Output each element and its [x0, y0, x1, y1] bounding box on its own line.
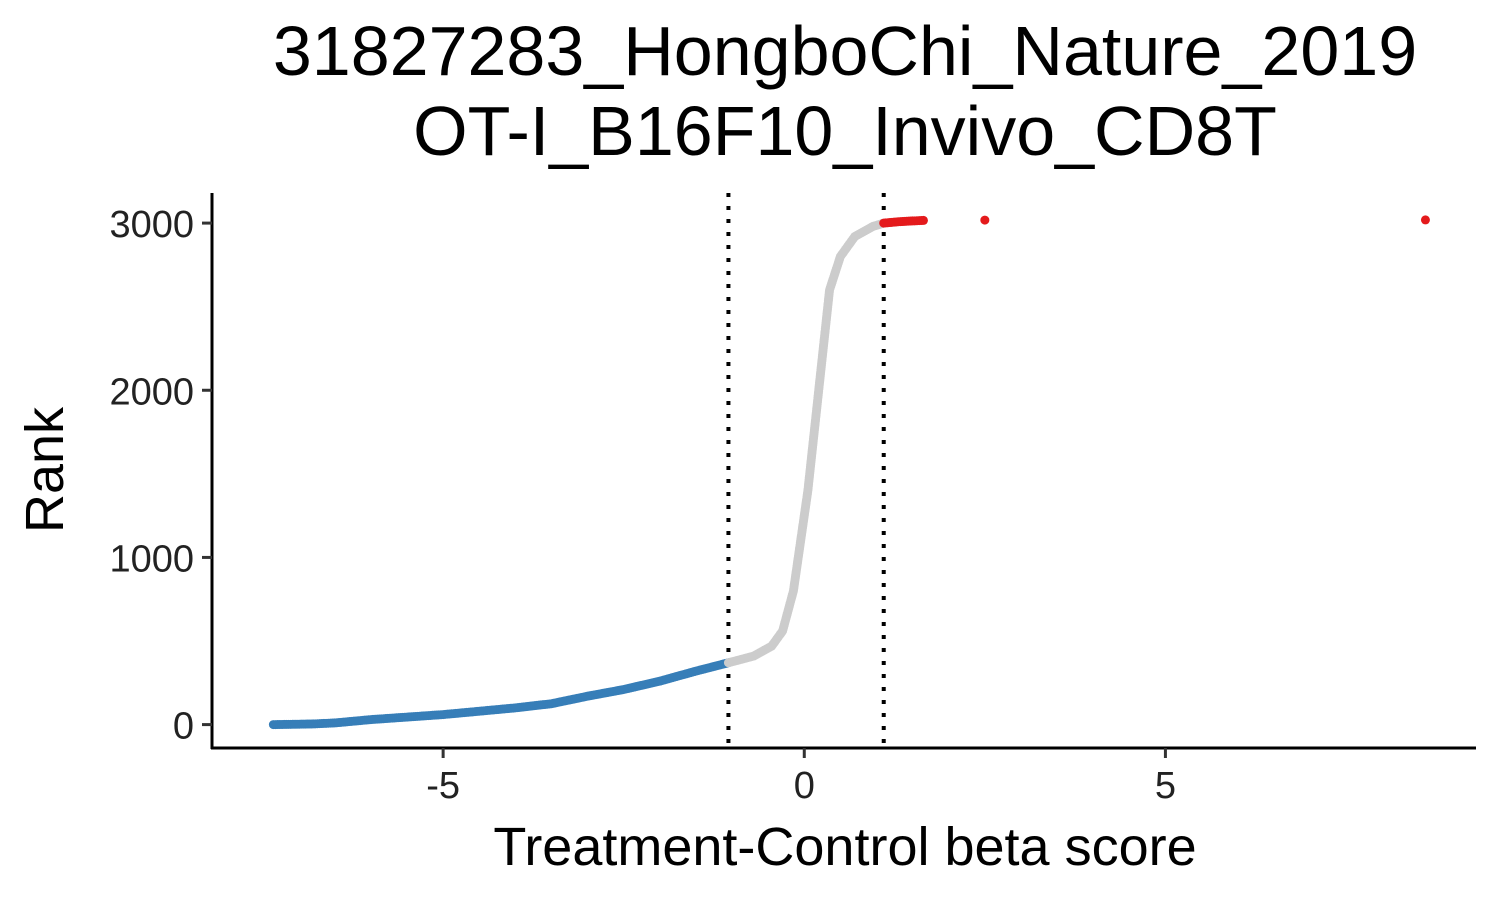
point-negative	[619, 684, 629, 694]
point-negative	[402, 712, 412, 722]
point-positive	[893, 217, 903, 227]
point-positive	[879, 218, 889, 228]
threshold-lines	[726, 193, 886, 748]
point-negative	[366, 715, 376, 725]
point-negative	[655, 676, 665, 686]
x-tick-label: 0	[794, 765, 815, 807]
point-positive	[918, 215, 928, 225]
y-tick-label: 3000	[109, 204, 194, 246]
data-points	[268, 215, 1430, 730]
x-tick-label: -5	[426, 765, 460, 807]
point-negative	[510, 703, 520, 713]
point-neutral	[835, 252, 845, 262]
chart-title-line-1: 31827283_HongboChi_Nature_2019	[273, 12, 1417, 90]
series-neutral	[723, 218, 889, 668]
chart-title-line-2: OT-I_B16F10_Invivo_CD8T	[413, 92, 1277, 170]
point-positive	[1420, 215, 1430, 225]
y-tick-label: 2000	[109, 371, 194, 413]
point-negative	[330, 718, 340, 728]
point-negative	[438, 710, 448, 720]
point-negative	[474, 706, 484, 716]
point-negative	[279, 719, 289, 729]
point-neutral	[817, 352, 827, 362]
point-negative	[308, 719, 318, 729]
point-positive	[908, 216, 918, 226]
point-neutral	[868, 221, 878, 231]
x-axis-title: Treatment-Control beta score	[493, 817, 1196, 877]
point-neutral	[810, 419, 820, 429]
point-positive	[980, 215, 990, 225]
point-neutral	[850, 231, 860, 241]
point-neutral	[803, 486, 813, 496]
series-positive	[879, 215, 1430, 228]
point-neutral	[825, 285, 835, 295]
point-negative	[268, 720, 278, 730]
point-negative	[546, 699, 556, 709]
point-negative	[290, 719, 300, 729]
point-neutral	[749, 651, 759, 661]
x-tick-label: 5	[1155, 765, 1176, 807]
point-neutral	[796, 536, 806, 546]
point-neutral	[778, 626, 788, 636]
y-tick-label: 0	[173, 706, 194, 748]
series-negative	[268, 658, 733, 730]
point-negative	[583, 691, 593, 701]
point-negative	[691, 666, 701, 676]
point-neutral	[788, 586, 798, 596]
y-tick-label: 1000	[109, 538, 194, 580]
axes: -5 0 5 0 1000 2000 3000	[109, 193, 1476, 807]
point-neutral	[767, 641, 777, 651]
point-neutral	[723, 658, 733, 668]
y-axis-title: Rank	[15, 406, 75, 533]
